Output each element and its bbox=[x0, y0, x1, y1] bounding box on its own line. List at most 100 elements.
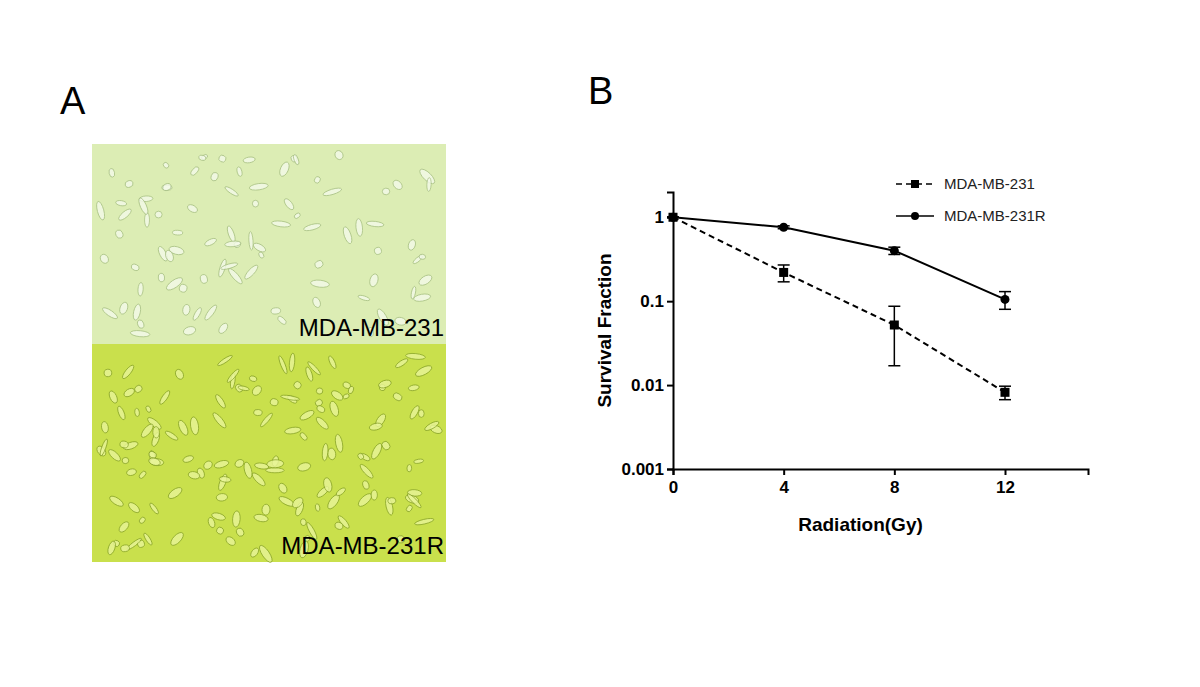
cell bbox=[297, 461, 312, 472]
cell bbox=[182, 304, 191, 316]
cell bbox=[277, 482, 289, 495]
cell bbox=[392, 391, 404, 402]
cell bbox=[234, 458, 246, 469]
cell bbox=[306, 360, 321, 376]
cell bbox=[277, 355, 288, 374]
cell bbox=[253, 409, 262, 416]
cell bbox=[123, 387, 136, 399]
cell bbox=[169, 530, 186, 547]
cell bbox=[311, 296, 322, 309]
data-point bbox=[669, 213, 678, 222]
cell bbox=[280, 394, 300, 401]
legend-label: MDA-MB-231 bbox=[944, 175, 1035, 192]
cell bbox=[120, 544, 130, 552]
data-point bbox=[669, 213, 678, 222]
error-bar bbox=[778, 265, 790, 282]
cell bbox=[358, 463, 374, 480]
x-axis-line bbox=[674, 470, 1089, 476]
cell bbox=[391, 178, 404, 191]
cell bbox=[414, 364, 433, 379]
cell bbox=[267, 459, 284, 468]
cell bbox=[408, 404, 421, 420]
x-tick-label: 12 bbox=[996, 478, 1015, 497]
cell bbox=[419, 254, 426, 260]
cell bbox=[138, 470, 147, 480]
cell bbox=[124, 180, 134, 189]
cell-texture bbox=[95, 353, 443, 565]
y-tick: 0.01 bbox=[631, 376, 673, 395]
cell bbox=[271, 220, 291, 228]
cell bbox=[119, 440, 129, 448]
cell bbox=[115, 200, 127, 207]
cell bbox=[250, 471, 266, 488]
cell bbox=[122, 457, 129, 464]
cell bbox=[368, 273, 379, 288]
cell bbox=[226, 225, 237, 243]
cell bbox=[291, 496, 305, 510]
cell bbox=[405, 504, 413, 513]
cell bbox=[213, 459, 229, 469]
cell bbox=[155, 211, 162, 218]
cell bbox=[342, 226, 354, 245]
cell bbox=[394, 357, 409, 369]
cell bbox=[145, 405, 152, 413]
cell bbox=[382, 188, 390, 195]
panel-label: A bbox=[60, 80, 86, 122]
cell bbox=[178, 283, 187, 293]
y-tick-mark bbox=[667, 385, 673, 387]
cell bbox=[300, 518, 307, 526]
cell bbox=[316, 404, 326, 413]
cell bbox=[138, 516, 146, 524]
cell bbox=[362, 480, 370, 490]
cell bbox=[207, 517, 216, 529]
figure: ABMDA-MB-231MDA-MB-231R048120.0010.010.1… bbox=[0, 0, 1200, 687]
y-tick: 0.1 bbox=[640, 292, 673, 311]
error-bar-cap bbox=[999, 309, 1011, 311]
cell bbox=[334, 434, 344, 453]
x-tick: 8 bbox=[890, 469, 899, 497]
cell bbox=[405, 353, 425, 361]
cell bbox=[314, 415, 330, 430]
cell bbox=[130, 330, 150, 338]
cell bbox=[252, 200, 259, 207]
cell bbox=[249, 375, 258, 382]
cell bbox=[142, 532, 153, 546]
x-axis-title: Radiation(Gy) bbox=[798, 514, 923, 535]
plot-area bbox=[667, 213, 1011, 400]
cell bbox=[198, 154, 207, 161]
cell bbox=[186, 203, 199, 214]
cell bbox=[108, 390, 120, 405]
cell bbox=[248, 231, 253, 250]
cell bbox=[224, 185, 239, 197]
cell bbox=[108, 168, 115, 178]
cell bbox=[118, 301, 129, 315]
y-tick-label: 0.1 bbox=[640, 292, 664, 311]
error-bar-cap bbox=[999, 291, 1011, 293]
micrograph: MDA-MB-231R bbox=[92, 344, 446, 564]
cell bbox=[145, 213, 150, 228]
cell bbox=[238, 385, 250, 391]
cell bbox=[203, 304, 218, 322]
cell bbox=[192, 307, 203, 322]
micrograph-label: MDA-MB-231R bbox=[281, 532, 444, 559]
data-point bbox=[779, 268, 788, 277]
cell bbox=[138, 282, 144, 296]
cell bbox=[387, 497, 396, 504]
cell bbox=[333, 149, 344, 161]
error-bar bbox=[999, 386, 1011, 399]
y-tick-label: 1 bbox=[655, 208, 664, 227]
cell bbox=[299, 409, 316, 422]
cell bbox=[182, 325, 196, 336]
y-tick-mark bbox=[667, 469, 673, 471]
cell bbox=[243, 263, 260, 280]
cell bbox=[153, 426, 160, 438]
cell bbox=[408, 384, 420, 391]
cell bbox=[136, 319, 144, 329]
cell bbox=[417, 273, 433, 287]
y-axis-title: Survival Fraction bbox=[594, 253, 615, 407]
cell bbox=[167, 485, 184, 500]
cell bbox=[210, 171, 219, 181]
cell bbox=[278, 161, 291, 178]
cell bbox=[407, 464, 412, 472]
series-line bbox=[673, 217, 1005, 299]
